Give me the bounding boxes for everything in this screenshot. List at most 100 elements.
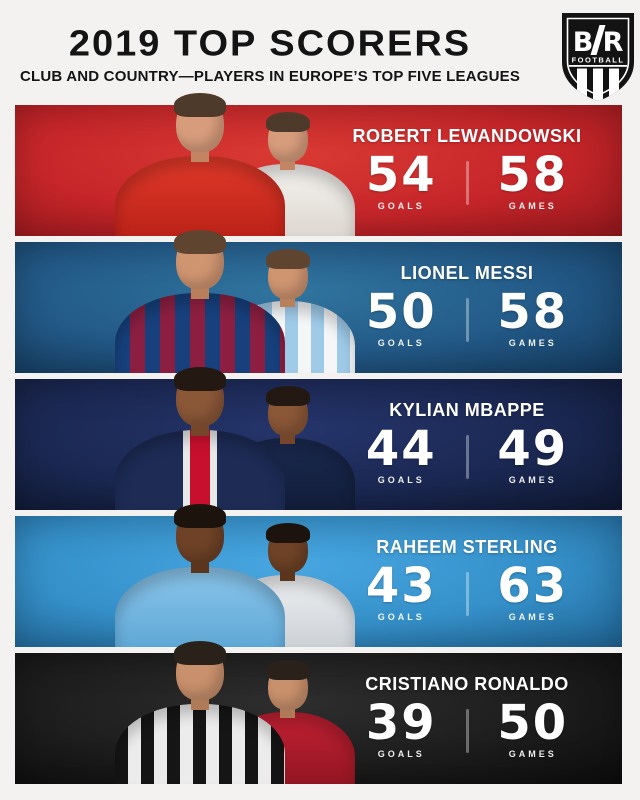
logo-slash-icon	[590, 25, 606, 55]
page-title: 2019 TOP SCORERS	[68, 23, 472, 65]
stat-divider	[465, 708, 469, 753]
goals-label: GOALS	[377, 611, 425, 622]
header-titles: 2019 TOP SCORERS CLUB AND COUNTRY—PLAYER…	[0, 25, 540, 86]
player-photo-club	[115, 367, 285, 510]
player-head	[265, 249, 310, 299]
goals-stat: 50 GOALS	[337, 284, 466, 348]
player-head	[265, 523, 310, 573]
stat-numbers: 54 GOALS 58 GAMES	[337, 147, 598, 211]
player-head	[265, 112, 310, 162]
player-stats: RAHEEM STERLING 43 GOALS 63 GAMES	[337, 538, 597, 622]
player-name: RAHEEM STERLING	[376, 537, 558, 557]
games-stat: 63 GAMES	[469, 558, 598, 622]
games-value: 63	[497, 558, 569, 614]
player-head	[174, 367, 226, 426]
logo-stripe	[593, 68, 603, 101]
games-label: GAMES	[508, 611, 557, 622]
logo-caption: FOOTBALL	[572, 56, 625, 65]
player-hair	[265, 386, 310, 406]
infographic: 2019 TOP SCORERS CLUB AND COUNTRY—PLAYER…	[0, 0, 640, 784]
goals-value: 44	[365, 421, 437, 477]
goals-label: GOALS	[377, 337, 425, 348]
player-head	[174, 93, 226, 152]
player-photo-club	[115, 93, 285, 236]
stat-numbers: 44 GOALS 49 GAMES	[337, 421, 598, 485]
goals-label: GOALS	[377, 474, 425, 485]
stat-divider	[465, 160, 469, 205]
player-jersey-club	[115, 293, 285, 373]
player-hair	[265, 112, 310, 132]
goals-stat: 39 GOALS	[337, 695, 466, 759]
games-stat: 50 GAMES	[469, 695, 598, 759]
goals-value: 43	[365, 558, 437, 614]
player-card-messi: LIONEL MESSI 50 GOALS 58 GAMES	[15, 230, 622, 373]
player-card-ronaldo: CRISTIANO RONALDO 39 GOALS 50 GAMES	[15, 641, 622, 784]
header: 2019 TOP SCORERS CLUB AND COUNTRY—PLAYER…	[0, 0, 640, 105]
player-hair	[174, 367, 226, 391]
logo-divider-line	[569, 65, 627, 67]
logo-stripe	[609, 68, 619, 101]
player-name: KYLIAN MBAPPE	[389, 400, 545, 420]
player-photos	[15, 504, 622, 647]
logo-letter-b: B	[573, 27, 594, 58]
player-hair	[265, 523, 310, 543]
logo-letter-r: R	[603, 27, 624, 58]
player-photo-club	[115, 230, 285, 373]
player-hair	[265, 660, 310, 680]
goals-stat: 43 GOALS	[337, 558, 466, 622]
stat-numbers: 39 GOALS 50 GAMES	[337, 695, 598, 759]
player-stats: KYLIAN MBAPPE 44 GOALS 49 GAMES	[337, 401, 597, 485]
games-label: GAMES	[508, 474, 557, 485]
stat-numbers: 50 GOALS 58 GAMES	[337, 284, 598, 348]
player-card-mbappe: KYLIAN MBAPPE 44 GOALS 49 GAMES	[15, 367, 622, 510]
br-football-logo-icon: B R FOOTBALL	[562, 13, 634, 101]
player-name: LIONEL MESSI	[400, 263, 534, 283]
player-stats: LIONEL MESSI 50 GOALS 58 GAMES	[337, 264, 597, 348]
player-hair	[174, 641, 226, 665]
player-photos	[15, 641, 622, 784]
player-jersey-club	[115, 430, 285, 510]
player-hair	[174, 93, 226, 117]
games-label: GAMES	[508, 748, 557, 759]
player-card-sterling: RAHEEM STERLING 43 GOALS 63 GAMES	[15, 504, 622, 647]
goals-value: 54	[365, 147, 437, 203]
page-subtitle: CLUB AND COUNTRY—PLAYERS IN EUROPE’S TOP…	[19, 68, 521, 85]
games-label: GAMES	[508, 337, 557, 348]
games-value: 50	[497, 695, 569, 751]
player-head	[174, 641, 226, 700]
games-value: 58	[497, 284, 569, 340]
games-label: GAMES	[508, 200, 557, 211]
player-photo-club	[115, 641, 285, 784]
stat-numbers: 43 GOALS 63 GAMES	[337, 558, 598, 622]
player-photos	[15, 367, 622, 510]
goals-stat: 54 GOALS	[337, 147, 466, 211]
player-photo-club	[115, 504, 285, 647]
player-hair	[265, 249, 310, 269]
goals-label: GOALS	[377, 748, 425, 759]
player-stats: ROBERT LEWANDOWSKI 54 GOALS 58 GAMES	[337, 127, 597, 211]
games-value: 49	[497, 421, 569, 477]
player-jersey-club	[115, 156, 285, 236]
games-value: 58	[497, 147, 569, 203]
player-head	[265, 386, 310, 436]
goals-value: 50	[365, 284, 437, 340]
goals-value: 39	[365, 695, 437, 751]
stat-divider	[465, 571, 469, 616]
player-photos	[15, 93, 622, 236]
player-cards: ROBERT LEWANDOWSKI 54 GOALS 58 GAMES	[0, 93, 640, 784]
player-hair	[174, 230, 226, 254]
goals-label: GOALS	[377, 200, 425, 211]
stat-divider	[465, 297, 469, 342]
player-jersey-club	[115, 704, 285, 784]
player-photos	[15, 230, 622, 373]
games-stat: 49 GAMES	[469, 421, 598, 485]
logo-stripe	[577, 68, 587, 101]
player-head	[174, 504, 226, 563]
player-head	[174, 230, 226, 289]
player-card-lewandowski: ROBERT LEWANDOWSKI 54 GOALS 58 GAMES	[15, 93, 622, 236]
goals-stat: 44 GOALS	[337, 421, 466, 485]
stat-divider	[465, 434, 469, 479]
games-stat: 58 GAMES	[469, 147, 598, 211]
games-stat: 58 GAMES	[469, 284, 598, 348]
player-head	[265, 660, 310, 710]
